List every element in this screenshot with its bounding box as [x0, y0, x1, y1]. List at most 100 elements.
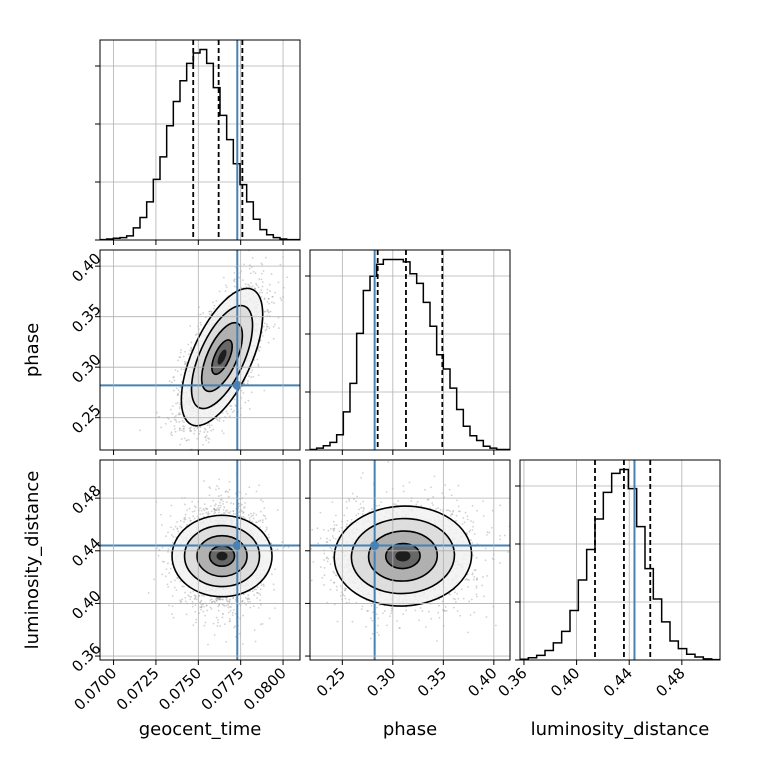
sample-point — [266, 288, 269, 291]
sample-point — [213, 508, 216, 511]
sample-point — [252, 517, 255, 520]
sample-point — [153, 578, 156, 581]
sample-point — [179, 403, 182, 406]
sample-point — [264, 517, 267, 520]
sample-point — [241, 600, 244, 602]
sample-point — [161, 469, 163, 471]
sample-point — [263, 298, 266, 301]
sample-point — [161, 546, 164, 549]
sample-point — [221, 598, 224, 601]
sample-point — [265, 526, 268, 529]
sample-point — [183, 518, 186, 521]
sample-point — [206, 609, 209, 612]
y-tick-label: 0.40 — [68, 249, 104, 285]
sample-point — [213, 304, 216, 307]
sample-point — [184, 518, 187, 521]
sample-point — [231, 411, 234, 414]
sample-point — [227, 606, 230, 609]
sample-point — [199, 426, 202, 429]
sample-point — [193, 432, 195, 435]
sample-point — [198, 594, 201, 597]
sample-point — [204, 428, 207, 431]
contour-line — [190, 304, 254, 410]
sample-point — [260, 289, 263, 291]
sample-point — [259, 603, 262, 606]
sample-point — [199, 430, 202, 433]
sample-point — [257, 520, 260, 523]
sample-point — [225, 640, 228, 643]
sample-point — [248, 486, 251, 489]
sample-point — [205, 512, 208, 514]
sample-point — [161, 560, 164, 563]
sample-point — [225, 410, 228, 413]
sample-point — [248, 375, 250, 378]
sample-point — [261, 500, 264, 503]
sample-point — [252, 514, 254, 517]
sample-point — [194, 505, 196, 508]
sample-point — [214, 511, 217, 514]
sample-point — [228, 599, 231, 602]
sample-point — [224, 490, 227, 493]
sample-point — [251, 590, 254, 593]
sample-point — [267, 341, 270, 344]
sample-point — [190, 596, 192, 598]
sample-point — [232, 510, 235, 513]
sample-point — [271, 295, 274, 298]
sample-point — [219, 625, 221, 627]
contour-line — [180, 287, 264, 427]
sample-point — [210, 510, 213, 513]
sample-point — [244, 501, 246, 504]
sample-point — [262, 514, 265, 517]
sample-point — [222, 512, 225, 515]
sample-point — [233, 398, 236, 401]
sample-point — [217, 507, 219, 509]
sample-point — [272, 325, 275, 328]
sample-point — [257, 606, 260, 609]
truth-marker — [232, 380, 242, 390]
sample-point — [230, 405, 233, 408]
sample-point — [194, 597, 197, 600]
sample-point — [256, 586, 259, 589]
sample-point — [179, 453, 181, 455]
sample-point — [180, 526, 183, 529]
sample-point — [228, 488, 231, 491]
sample-point — [215, 417, 218, 420]
sample-point — [186, 439, 188, 442]
sample-point — [173, 375, 175, 378]
sample-point — [183, 585, 185, 588]
sample-point — [223, 604, 226, 607]
sample-point — [221, 411, 224, 414]
sample-point — [178, 420, 181, 423]
sample-point — [211, 601, 213, 603]
sample-point — [217, 598, 220, 601]
sample-point — [217, 508, 220, 511]
sample-point — [221, 430, 224, 432]
sample-point — [213, 307, 215, 310]
sample-point — [179, 451, 181, 453]
sample-point — [259, 339, 262, 342]
sample-point — [238, 276, 241, 279]
sample-point — [203, 509, 206, 512]
panel-frame — [519, 459, 721, 661]
sample-point — [250, 371, 252, 374]
sample-point — [203, 503, 206, 506]
panel-frame — [99, 39, 301, 241]
sample-point — [175, 387, 178, 390]
sample-point — [180, 349, 182, 351]
sample-point — [228, 512, 231, 515]
sample-point — [199, 507, 202, 510]
sample-point — [224, 623, 226, 626]
sample-point — [261, 521, 264, 524]
sample-point — [200, 323, 202, 326]
sample-point — [210, 598, 213, 601]
sample-point — [184, 600, 187, 603]
sample-point — [169, 515, 172, 517]
sample-point — [193, 594, 196, 597]
sample-point — [218, 417, 221, 420]
sample-point — [216, 485, 219, 487]
sample-point — [259, 526, 261, 529]
sample-point — [232, 609, 235, 611]
sample-point — [215, 508, 218, 511]
sample-point — [170, 431, 173, 434]
sample-point — [266, 325, 269, 328]
